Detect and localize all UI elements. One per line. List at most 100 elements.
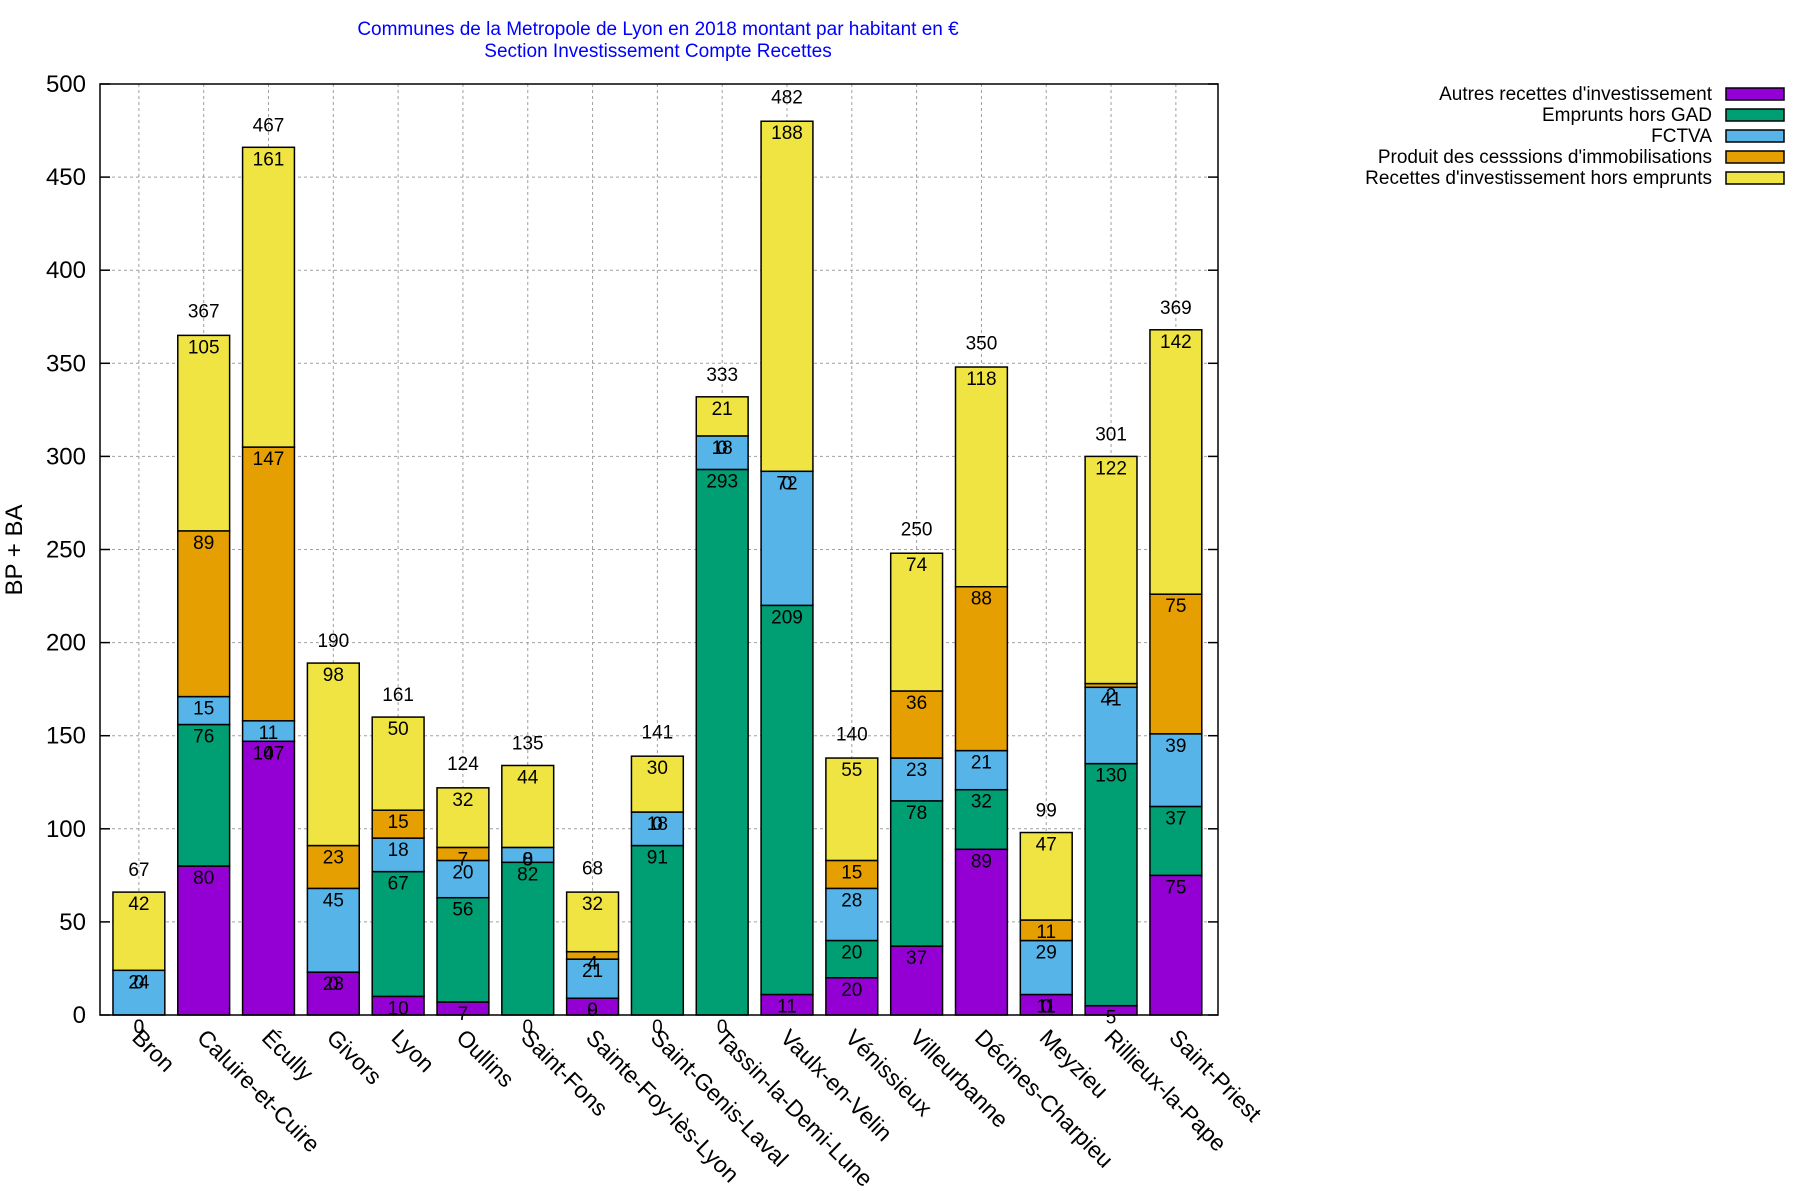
- total-value-label: 250: [901, 520, 933, 541]
- bar-segment: [436, 859, 490, 899]
- total-value-label: 367: [188, 302, 220, 323]
- legend-label: Produit des cesssions d'immobilisations: [1378, 147, 1712, 168]
- segment-value-label: 32: [971, 792, 992, 813]
- x-tick-label: Écully: [257, 1024, 319, 1086]
- segment-value-label: 72: [776, 473, 797, 494]
- bar-segment: [501, 861, 555, 1016]
- segment-value-label: 0: [652, 1017, 663, 1038]
- segment-value-label: 80: [193, 868, 214, 889]
- total-value-label: 68: [582, 858, 603, 879]
- segment-value-label: 45: [323, 890, 344, 911]
- segment-value-label: 23: [906, 760, 927, 781]
- segment-value-label: 18: [647, 814, 668, 835]
- bar-segment: [1149, 733, 1203, 808]
- total-value-label: 369: [1160, 298, 1192, 319]
- bar-segment: [954, 366, 1009, 588]
- legend-swatch: [1725, 87, 1785, 101]
- legend-item: Produit des cesssions d'immobilisations: [1378, 147, 1785, 168]
- bar-segment: [371, 809, 425, 839]
- segment-value-label: 42: [128, 894, 149, 915]
- x-tick-label: Vaulx-en-Velin: [775, 1024, 897, 1146]
- bar-segment: [954, 585, 1009, 752]
- bar-segment: [825, 887, 879, 942]
- segment-value-label: 0: [134, 1017, 145, 1038]
- segment-value-label: 21: [712, 399, 733, 420]
- segment-value-label: 0: [587, 1000, 598, 1021]
- total-value-label: 140: [836, 724, 868, 745]
- segment-value-label: 0: [717, 1017, 728, 1038]
- total-value-label: 161: [382, 685, 414, 706]
- segment-value-label: 32: [582, 894, 603, 915]
- segment-value-label: 20: [452, 862, 473, 883]
- total-value-label: 190: [317, 631, 349, 652]
- bar-segment: [760, 604, 814, 996]
- segment-value-label: 11: [1036, 997, 1056, 1018]
- bar-segment: [1149, 805, 1203, 877]
- segment-value-label: 23: [323, 974, 344, 995]
- y-tick-label: 400: [46, 257, 86, 284]
- segment-value-label: 2: [1106, 686, 1117, 707]
- y-tick-label: 0: [73, 1002, 86, 1029]
- segment-value-label: 75: [1165, 596, 1186, 617]
- segment-value-label: 82: [517, 864, 538, 885]
- segment-value-label: 9: [587, 1000, 598, 1021]
- segment-value-label: 20: [841, 943, 862, 964]
- bar-segment: [889, 800, 944, 947]
- segment-value-label: 209: [771, 607, 803, 628]
- segment-value-label: 0: [134, 972, 145, 993]
- segment-value-label: 21: [582, 961, 603, 982]
- bar-segment: [1084, 455, 1138, 685]
- total-value-label: 482: [771, 88, 803, 109]
- bar-segment: [889, 690, 944, 759]
- legend-item: Autres recettes d'investissement: [1439, 84, 1785, 105]
- segment-value-label: 23: [323, 848, 344, 869]
- y-axis-label: BP + BA: [1, 505, 28, 596]
- bar-segment: [889, 945, 944, 1016]
- bar-segment: [954, 788, 1009, 851]
- segment-value-label: 142: [1160, 332, 1192, 353]
- segment-value-label: 10: [388, 998, 409, 1019]
- segment-value-label: 0: [522, 1017, 533, 1038]
- y-tick-label: 300: [46, 443, 86, 470]
- segment-value-label: 0: [1041, 997, 1052, 1018]
- x-tick-label: Oullins: [451, 1024, 519, 1092]
- total-value-label: 141: [642, 722, 674, 743]
- legend-label: Autres recettes d'investissement: [1439, 84, 1713, 105]
- bar-segment: [436, 787, 490, 849]
- bar-segment: [1019, 939, 1073, 996]
- segment-value-label: 5: [1106, 1008, 1117, 1029]
- total-value-label: 350: [966, 333, 998, 354]
- segment-value-label: 75: [1165, 877, 1186, 898]
- bar-segment: [630, 811, 685, 847]
- segment-value-label: 130: [1095, 766, 1127, 787]
- y-tick-label: 50: [59, 909, 86, 936]
- bar-segment: [177, 695, 231, 726]
- bar-segment: [241, 146, 296, 448]
- bar-segment: [1019, 831, 1073, 921]
- segment-value-label: 0: [782, 473, 793, 494]
- bar-segment: [1149, 874, 1203, 1016]
- segment-value-label: 147: [253, 449, 285, 470]
- legend-swatch: [1725, 108, 1785, 122]
- legend-item: Emprunts hors GAD: [1542, 105, 1785, 126]
- bar-segment: [241, 446, 296, 722]
- legend-label: FCTVA: [1651, 126, 1712, 147]
- legend-item: FCTVA: [1651, 126, 1785, 147]
- bar-segment: [177, 334, 231, 532]
- segment-value-label: 15: [388, 812, 409, 833]
- bar-segment: [177, 723, 231, 867]
- legend-swatch: [1725, 129, 1785, 143]
- segment-value-label: 76: [193, 727, 214, 748]
- segment-value-label: 161: [253, 149, 285, 170]
- legend-label: Recettes d'investissement hors emprunts: [1365, 168, 1712, 189]
- bar-segment: [177, 530, 231, 698]
- bar-segment: [501, 764, 555, 849]
- segment-value-label: 30: [647, 758, 668, 779]
- bar-segment: [954, 848, 1009, 1016]
- segment-value-label: 47: [1036, 835, 1057, 856]
- bar-segment: [241, 740, 296, 1016]
- y-tick-label: 150: [46, 723, 86, 750]
- bar-segment: [371, 716, 425, 811]
- total-value-label: 333: [706, 365, 738, 386]
- bar-segment: [695, 396, 749, 437]
